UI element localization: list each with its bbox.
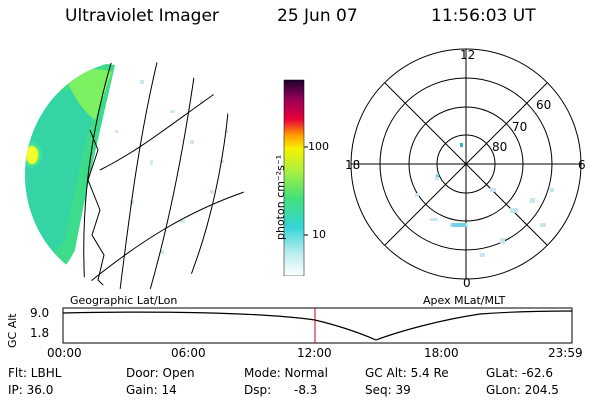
status-gain: Gain: 14 (126, 383, 177, 397)
altitude-xtick: 23:59 (548, 346, 583, 360)
colorbar-tick-100: 100 (308, 140, 329, 153)
date-label: 25 Jun 07 (277, 6, 358, 26)
status-door: Door: Open (126, 366, 195, 380)
altitude-ylabel: GC Alt (6, 313, 19, 348)
status-ip: IP: 36.0 (8, 383, 54, 397)
status-seq: Seq: 39 (365, 383, 411, 397)
altitude-plot (62, 307, 573, 344)
status-gc-alt: GC Alt: 5.4 Re (365, 366, 449, 380)
status-flt: Flt: LBHL (8, 366, 62, 380)
geographic-panel-label: Geographic Lat/Lon (70, 294, 178, 307)
status-glon: GLon: 204.5 (486, 383, 559, 397)
colorbar-label: photon cm⁻²s⁻¹ (274, 154, 287, 240)
altitude-xtick: 00:00 (47, 346, 82, 360)
mlt-label-6: 6 (578, 158, 586, 172)
altitude-ytick-top: 9.0 (30, 306, 50, 320)
altitude-xtick: 06:00 (171, 346, 206, 360)
instrument-title: Ultraviolet Imager (65, 6, 219, 26)
lat-label-80: 80 (492, 140, 508, 154)
colorbar-tick-10: 10 (312, 228, 326, 241)
status-mode: Mode: Normal (244, 366, 328, 380)
lat-label-60: 60 (536, 98, 552, 112)
altitude-xtick: 18:00 (424, 346, 459, 360)
status-dsp-value: -8.3 (294, 383, 318, 397)
colorbar (283, 79, 308, 276)
time-label: 11:56:03 UT (431, 6, 536, 26)
mlt-label-18: 18 (345, 158, 361, 172)
apex-panel-label: Apex MLat/MLT (423, 294, 506, 307)
altitude-xtick: 12:00 (297, 346, 332, 360)
status-dsp-label: Dsp: (244, 383, 272, 397)
polar-mlt-plot (350, 48, 582, 280)
status-glat: GLat: -62.6 (486, 366, 553, 380)
altitude-ytick-bottom: 1.8 (30, 326, 50, 340)
mlt-label-12: 12 (460, 48, 476, 62)
lat-label-70: 70 (512, 120, 528, 134)
mlt-label-0: 0 (463, 276, 471, 290)
geographic-image (25, 60, 245, 290)
